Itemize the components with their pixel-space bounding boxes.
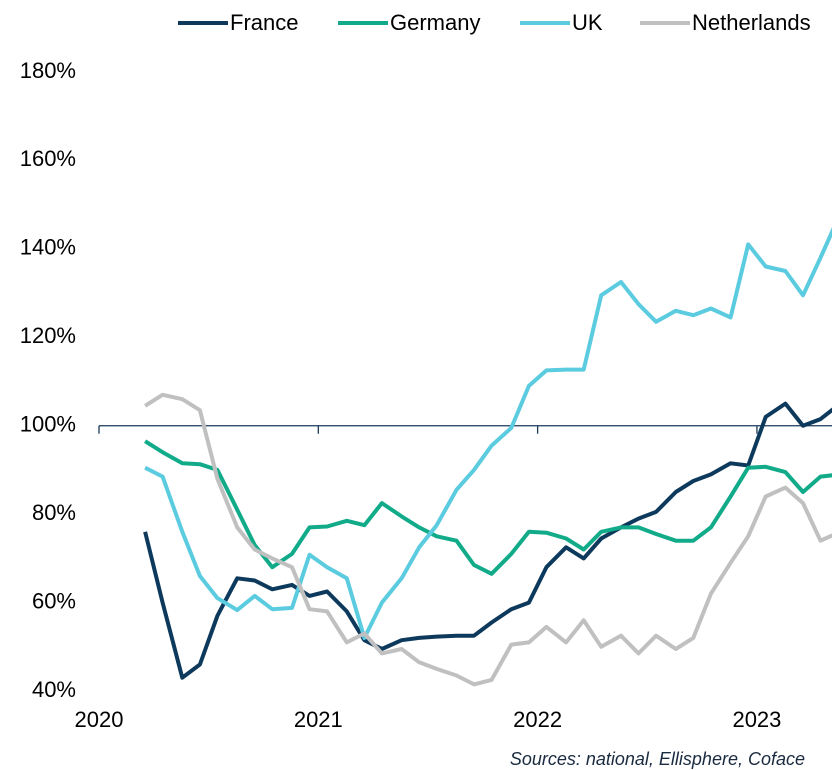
x-tick-label: 2020 [75,707,124,732]
x-tick-label: 2022 [513,707,562,732]
line-series [143,401,832,680]
y-tick-label: 40% [32,677,76,702]
y-tick-label: 100% [20,412,76,437]
y-tick-label: 140% [20,235,76,260]
y-tick-label: 60% [32,588,76,613]
x-tick-label: 2021 [294,707,343,732]
line-series [144,439,832,576]
y-tick-label: 180% [20,58,76,83]
legend-label: France [230,10,298,35]
legend-label: Netherlands [692,10,811,35]
x-tick-label: 2023 [732,707,781,732]
line-series [144,227,832,640]
source-note: Sources: national, Ellisphere, Coface [510,749,805,769]
y-tick-label: 120% [20,323,76,348]
legend-label: UK [572,10,603,35]
y-tick-label: 160% [20,146,76,171]
plot-area [143,227,832,687]
line-series [144,392,832,687]
legend-label: Germany [390,10,480,35]
y-tick-label: 80% [32,500,76,525]
